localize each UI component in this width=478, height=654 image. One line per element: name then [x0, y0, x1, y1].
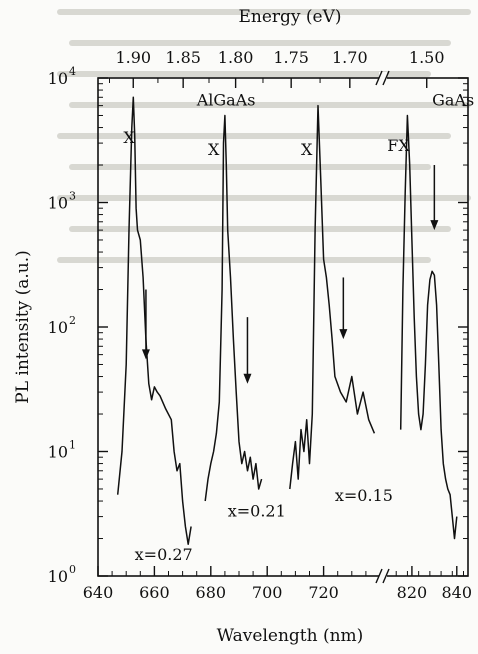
x-tick-label: 680	[196, 583, 227, 602]
energy-tick-label: 1.90	[115, 48, 151, 67]
arrow-head	[141, 349, 150, 360]
annotation-label: FX	[387, 136, 410, 155]
y-tick-label: 10	[48, 318, 68, 337]
spectrum-line-1	[116, 96, 192, 545]
x-axis: 640 660 680 700 720 820 840	[83, 566, 472, 602]
y-tick-exponent: 4	[69, 65, 76, 78]
spectrum-line-4	[399, 114, 458, 540]
axis-break-mark-top	[382, 70, 390, 86]
energy-tick-label: 1.50	[409, 48, 445, 67]
y-tick-exponent: 0	[69, 563, 76, 576]
arrow-head	[339, 329, 348, 340]
x-tick-label: 640	[83, 583, 114, 602]
annotation-group: AlGaAs GaAs X X X FX x=0.27 x=0.21 x=0.15	[123, 91, 474, 564]
x-tick-label: 840	[442, 583, 473, 602]
arrow-head	[430, 220, 439, 231]
x-tick-label: 700	[252, 583, 283, 602]
energy-tick-label: 1.75	[273, 48, 309, 67]
axis-break-gap-bottom	[379, 570, 387, 582]
axis-break-mark-bottom	[375, 568, 383, 584]
y-axis-label: PL intensity (a.u.)	[13, 250, 33, 404]
spectrum-line-2	[204, 114, 263, 502]
annotation-label: AlGaAs	[196, 91, 256, 110]
y-tick-label: 10	[48, 194, 68, 213]
x-tick-label: 720	[308, 583, 339, 602]
y-tick-label: 10	[48, 567, 68, 586]
axis-break-mark-bottom	[382, 568, 390, 584]
energy-tick-label: 1.80	[218, 48, 254, 67]
annotation-label: GaAs	[432, 91, 474, 110]
x-tick-label: 820	[397, 583, 428, 602]
series-group	[116, 96, 458, 545]
energy-axis-label: Energy (eV)	[238, 7, 341, 27]
annotation-label: X	[208, 140, 220, 159]
y-tick-exponent: 3	[69, 190, 76, 203]
x-axis-label: Wavelength (nm)	[217, 626, 364, 646]
energy-tick-label: 1.70	[332, 48, 368, 67]
annotation-label: x=0.15	[335, 486, 393, 505]
annotation-label: x=0.27	[135, 545, 193, 564]
arrow-head	[243, 373, 252, 384]
y-tick-label: 10	[48, 443, 68, 462]
energy-axis: 1.90 1.85 1.80 1.75 1.70 1.50	[108, 48, 445, 584]
y-tick-exponent: 1	[69, 439, 76, 452]
annotation-label: x=0.21	[228, 502, 286, 521]
annotation-label: X	[123, 128, 135, 147]
y-tick-label: 10	[48, 69, 68, 88]
arrow-group	[141, 165, 439, 384]
y-tick-exponent: 2	[69, 314, 76, 327]
spectrum-line-3	[289, 104, 376, 490]
energy-tick-label: 1.85	[165, 48, 201, 67]
annotation-label: X	[301, 140, 313, 159]
axis-break-mark-top	[375, 70, 383, 86]
x-tick-label: 660	[139, 583, 170, 602]
axis-break-gap-top	[379, 72, 387, 84]
